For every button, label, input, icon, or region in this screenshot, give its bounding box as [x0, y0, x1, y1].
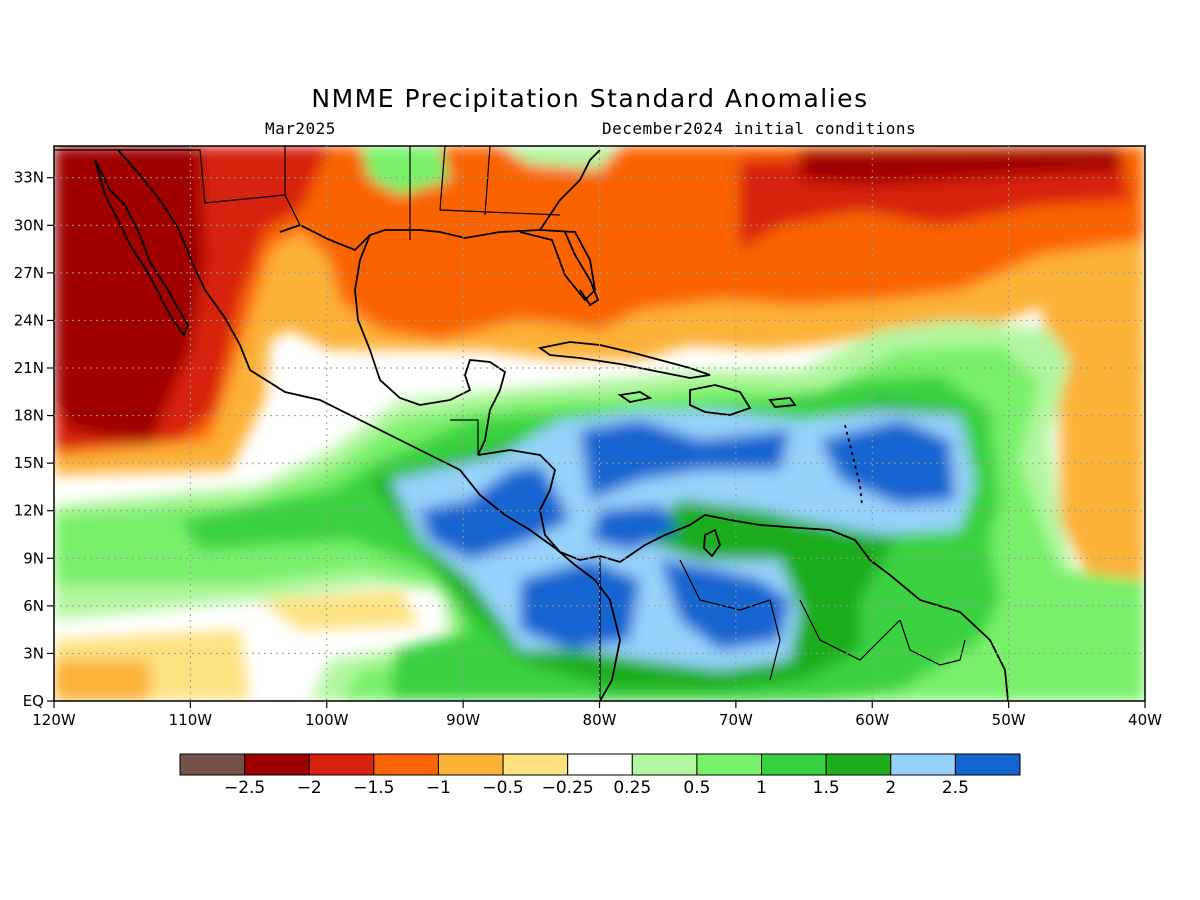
- colorbar-label: 0.25: [613, 778, 651, 798]
- us-east-coast: [539, 149, 601, 231]
- x-tick-label: 40W: [1128, 711, 1162, 729]
- y-tick-label: 33N: [14, 169, 44, 187]
- colorbar-swatch: [502, 753, 569, 776]
- colorbar-label: −1.5: [353, 778, 394, 798]
- dry-mexico-core: [54, 146, 205, 445]
- initial-conditions: December2024 initial conditions: [602, 119, 917, 138]
- x-axis-ticks: 120W 110W 100W 90W 80W 70W 60W 50W 40W: [32, 701, 1162, 729]
- us-state-line-4: [439, 209, 561, 216]
- anomaly-field: [54, 146, 1145, 701]
- colorbar-label: 1.5: [813, 778, 840, 798]
- y-tick-label: EQ: [23, 692, 44, 710]
- x-tick-label: 60W: [855, 711, 889, 729]
- y-tick-label: 6N: [23, 597, 44, 615]
- x-tick-label: 110W: [169, 711, 213, 729]
- wet-core-caribbean: [580, 420, 790, 500]
- wet-patch-north-east: [500, 146, 620, 170]
- y-tick-label: 21N: [14, 359, 44, 377]
- x-tick-label: 70W: [719, 711, 753, 729]
- colombia-venezuela-border: [679, 559, 781, 681]
- colorbar-label: 1: [756, 778, 767, 798]
- wet-core-venezuela: [660, 560, 790, 650]
- grid-lines: [54, 146, 1145, 701]
- lake-maracaibo: [703, 528, 722, 558]
- colorbar-label: −2.5: [224, 778, 265, 798]
- colorbar-label: −0.25: [542, 778, 594, 798]
- colorbar-swatch: [308, 753, 375, 776]
- dry-band-moderate: [54, 146, 1145, 455]
- colorbar-swatch: [825, 753, 892, 776]
- colorbar-label: 2: [885, 778, 896, 798]
- x-tick-label: 90W: [446, 711, 480, 729]
- hispaniola: [689, 384, 752, 416]
- x-tick-label: 120W: [32, 711, 76, 729]
- south-america-north-coast: [619, 514, 1009, 701]
- mexico-guatemala-border: [450, 419, 479, 455]
- colorbar-swatch: [631, 753, 698, 776]
- colorbar-swatch: [567, 753, 633, 776]
- dry-pacific-patch: [260, 590, 420, 630]
- colorbar-swatch: [244, 753, 310, 776]
- y-tick-label: 30N: [14, 216, 44, 234]
- y-tick-label: 18N: [14, 407, 44, 425]
- y-axis-ticks: EQ 3N 6N 9N 12N 15N 18N 21N 24N 27N 30N 33N: [14, 169, 54, 710]
- y-tick-label: 24N: [14, 311, 44, 329]
- colorbar-swatch: [437, 753, 504, 776]
- pacific-coast: [117, 149, 596, 581]
- colorbar-swatch: [179, 753, 246, 776]
- colorbar-label: −1: [426, 778, 451, 798]
- wet-core-colombia: [520, 560, 640, 650]
- wet-core-east-caribbean: [820, 420, 955, 505]
- colorbar-swatch: [890, 753, 956, 776]
- wet-patch-north: [360, 146, 450, 195]
- baja-coast: [94, 159, 189, 337]
- wet-core-panama-west: [420, 465, 570, 560]
- dry-atlantic-core: [800, 148, 1120, 185]
- x-tick-label: 80W: [583, 711, 617, 729]
- coastlines: [94, 149, 1009, 701]
- us-mexico-border-west: [54, 146, 286, 204]
- y-tick-label: 12N: [14, 502, 44, 520]
- colombia-pacific: [594, 579, 621, 701]
- colorbar-label: 2.5: [942, 778, 969, 798]
- dry-pacific-south-core: [54, 660, 150, 701]
- venezuela-guyana-border: [799, 599, 901, 661]
- forecast-month: Mar2025: [265, 119, 336, 138]
- colorbar-swatch: [696, 753, 763, 776]
- x-tick-label: 50W: [992, 711, 1026, 729]
- y-tick-label: 9N: [23, 549, 44, 567]
- colorbar-label: −0.5: [482, 778, 523, 798]
- y-tick-label: 15N: [14, 454, 44, 472]
- colorbar-swatch: [373, 753, 439, 776]
- y-tick-label: 27N: [14, 264, 44, 282]
- colorbar-swatch: [954, 753, 1021, 776]
- puerto-rico: [768, 397, 797, 408]
- y-tick-label: 3N: [23, 644, 44, 662]
- us-mexico-border-east: [284, 194, 371, 251]
- us-state-line-2: [439, 146, 446, 211]
- central-america-caribbean: [477, 449, 621, 563]
- jamaica: [617, 391, 653, 403]
- x-tick-label: 100W: [305, 711, 349, 729]
- florida: [564, 231, 600, 307]
- us-state-line-3: [484, 146, 491, 216]
- colorbar-swatch: [761, 753, 827, 776]
- colorbar-label: 0.5: [683, 778, 710, 798]
- map-title: NMME Precipitation Standard Anomalies: [311, 84, 869, 113]
- colorbar-label: −2: [297, 778, 322, 798]
- mexico-gulf-coast: [354, 234, 507, 456]
- colorbar: −2.5 −2 −1.5 −1 −0.5 −0.25 0.25 0.5 1 1.5 2 2.5: [179, 753, 1021, 798]
